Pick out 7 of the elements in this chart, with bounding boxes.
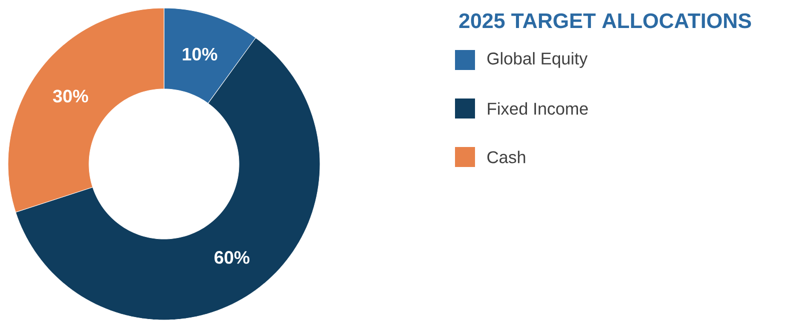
legend-label: Global Equity: [487, 52, 588, 68]
data-label: 60%: [214, 251, 250, 264]
data-label: 10%: [182, 48, 218, 61]
legend-label: Cash: [487, 150, 526, 164]
data-label: 30%: [52, 90, 88, 102]
chart-title: 2025 TARGET ALLOCATIONS: [459, 13, 751, 28]
legend-label: Fixed Income: [488, 102, 588, 115]
